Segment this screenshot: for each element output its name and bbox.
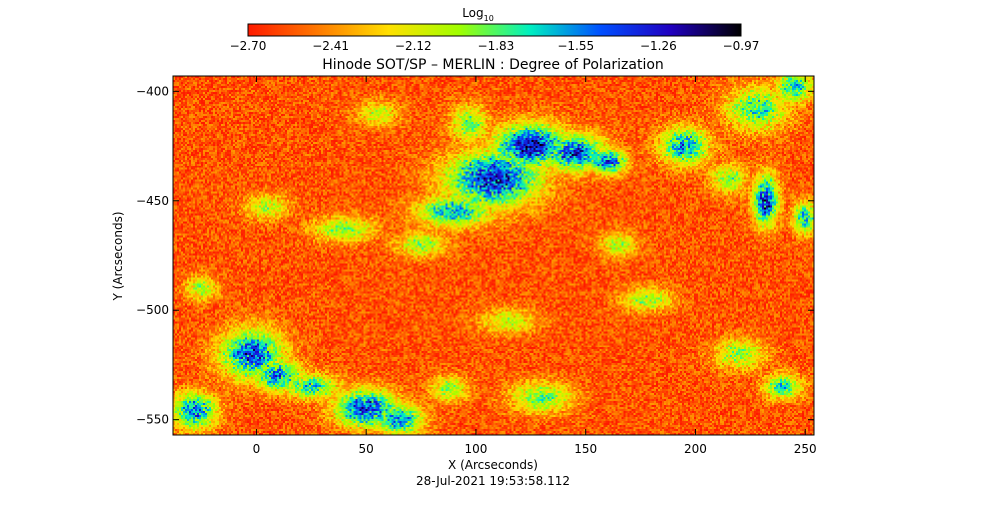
- timestamp: 28-Jul-2021 19:53:58.112: [416, 474, 570, 488]
- y-axis-label: Y (Arcseconds): [111, 211, 125, 301]
- y-tick-label: −500: [136, 303, 169, 317]
- colorbar-tick-label: −2.70: [230, 39, 267, 53]
- colorbar-ticks: −2.70 −2.41 −2.12 −1.83 −1.55 −1.26 −0.97: [230, 39, 760, 53]
- colorbar-tick-label: −2.41: [312, 39, 349, 53]
- colorbar-tick-label: −1.83: [478, 39, 515, 53]
- colorbar: [247, 23, 742, 37]
- x-tick-label: 0: [253, 442, 261, 456]
- y-axis: −400 −450 −500 −550: [136, 84, 814, 427]
- colorbar-tick-label: −0.97: [723, 39, 760, 53]
- colorbar-tick-label: −1.55: [557, 39, 594, 53]
- x-axis-label: X (Arcseconds): [448, 458, 538, 472]
- plot-frame: [172, 75, 815, 436]
- colorbar-tick-label: −1.26: [640, 39, 677, 53]
- x-axis: 0 50 100 150 200 250: [253, 76, 817, 456]
- colorbar-tick-label: −2.12: [395, 39, 432, 53]
- y-tick-label: −550: [136, 413, 169, 427]
- x-tick-label: 250: [794, 442, 817, 456]
- x-tick-label: 100: [464, 442, 487, 456]
- chart-title: Hinode SOT/SP – MERLIN : Degree of Polar…: [322, 57, 664, 73]
- x-tick-label: 200: [684, 442, 707, 456]
- colorbar-label: Log10: [462, 6, 494, 23]
- y-tick-label: −450: [136, 194, 169, 208]
- x-tick-label: 150: [574, 442, 597, 456]
- x-tick-label: 50: [359, 442, 374, 456]
- heatmap-image: [173, 76, 814, 435]
- y-tick-label: −400: [136, 84, 169, 98]
